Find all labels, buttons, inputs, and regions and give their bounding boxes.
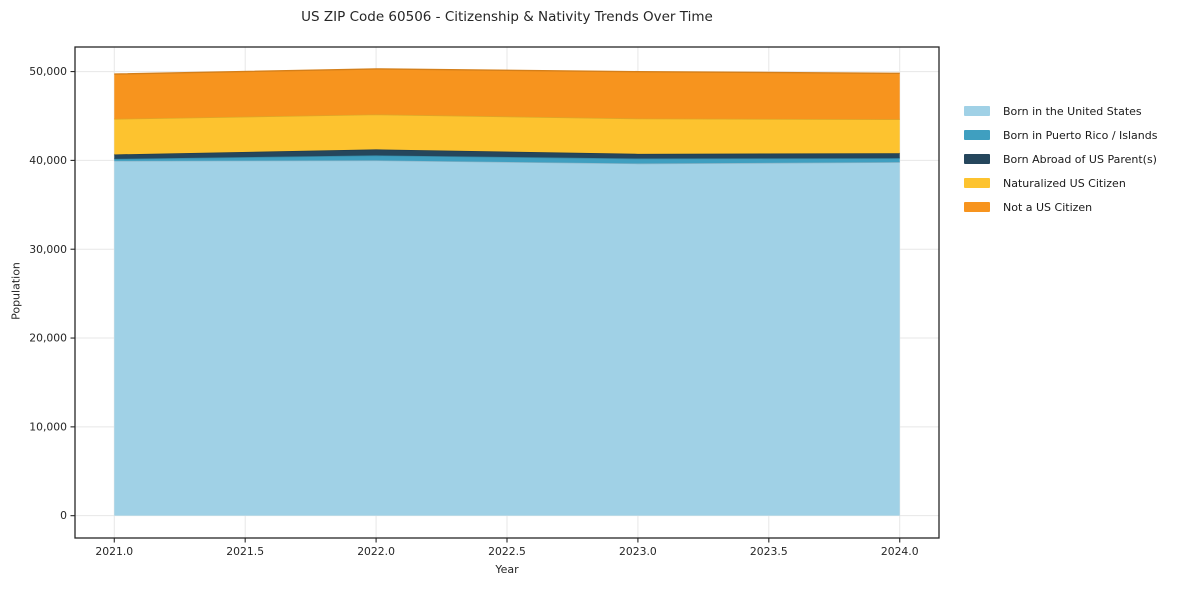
y-axis-label: Population (9, 262, 23, 320)
x-tick-label: 2021.0 (95, 545, 133, 558)
y-tick-label: 0 (60, 509, 67, 522)
legend-item: Born Abroad of US Parent(s) (964, 147, 1157, 171)
area-edge-not-a-us-citizen (114, 68, 900, 75)
area-series-not-a-us-citizen (114, 68, 900, 120)
legend-swatch (964, 178, 990, 188)
legend-item: Born in Puerto Rico / Islands (964, 123, 1157, 147)
y-tick-label: 10,000 (29, 420, 67, 433)
area-edge-naturalized-us-citizen (114, 113, 900, 120)
y-tick-label: 50,000 (29, 65, 67, 78)
legend-item: Not a US Citizen (964, 195, 1157, 219)
area-series-born-in-the-united-states (114, 160, 900, 516)
legend-swatch (964, 130, 990, 140)
legend-label: Not a US Citizen (1003, 200, 1093, 214)
area-series-born-abroad-of-us-parent-s (114, 149, 900, 159)
legend-swatch (964, 202, 990, 212)
x-tick-label: 2022.5 (488, 545, 526, 558)
legend-swatch (964, 154, 990, 164)
legend-item: Naturalized US Citizen (964, 171, 1157, 195)
legend-label: Born in the United States (1003, 104, 1142, 118)
y-tick-label: 30,000 (29, 243, 67, 256)
x-tick-label: 2023.0 (619, 545, 657, 558)
area-series-born-in-puerto-rico-islands (114, 155, 900, 164)
x-tick-label: 2023.5 (750, 545, 788, 558)
x-axis-label: Year (495, 563, 519, 576)
x-tick-label: 2021.5 (226, 545, 264, 558)
area-series-naturalized-us-citizen (114, 114, 900, 155)
legend-swatch (964, 106, 990, 116)
legend: Born in the United States Born in Puerto … (964, 99, 1157, 219)
x-tick-label: 2024.0 (881, 545, 919, 558)
legend-label: Born in Puerto Rico / Islands (1003, 128, 1158, 142)
y-tick-label: 40,000 (29, 154, 67, 167)
legend-item: Born in the United States (964, 99, 1157, 123)
legend-label: Naturalized US Citizen (1003, 176, 1126, 190)
y-tick-label: 20,000 (29, 332, 67, 345)
x-tick-label: 2022.0 (357, 545, 395, 558)
chart-title: US ZIP Code 60506 - Citizenship & Nativi… (301, 9, 713, 25)
legend-label: Born Abroad of US Parent(s) (1003, 152, 1157, 166)
